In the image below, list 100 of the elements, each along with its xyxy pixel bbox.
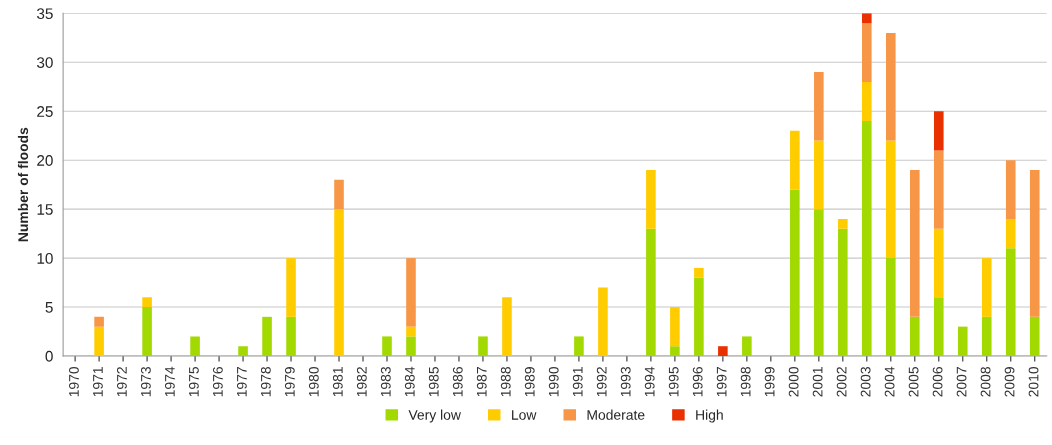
bar — [909, 316, 920, 356]
y-axis-title: Number of floods — [17, 127, 29, 242]
bar — [862, 121, 872, 356]
x-tick-label: 1974 — [164, 366, 175, 397]
x-tick-label: 1976 — [212, 367, 223, 397]
x-tick-label: 1998 — [740, 367, 751, 397]
bar — [142, 297, 152, 308]
bar — [406, 336, 416, 356]
x-tick-label: 1972 — [116, 367, 127, 397]
x-tick-label: 1979 — [284, 367, 295, 397]
legend-label: High — [696, 409, 723, 423]
bar — [981, 258, 992, 317]
x-tick-label: 2007 — [956, 367, 967, 397]
bar — [598, 287, 608, 356]
x-tick-label: 1997 — [716, 367, 727, 397]
bar — [478, 336, 488, 356]
x-tick-label: 1991 — [572, 367, 583, 397]
bar — [286, 258, 296, 317]
bar — [790, 130, 800, 190]
bar — [981, 316, 992, 356]
x-tick-label: 1993 — [620, 367, 631, 397]
bar — [790, 189, 800, 356]
x-tick-label: 1983 — [380, 367, 391, 397]
x-tick-label: 2000 — [788, 366, 799, 397]
bar — [502, 297, 512, 356]
y-tick-label: 20 — [37, 155, 53, 166]
bar — [670, 307, 680, 347]
bar — [262, 316, 272, 356]
y-tick-label: 5 — [45, 302, 53, 313]
x-tick-label: 1978 — [260, 367, 271, 397]
x-tick-label: 2009 — [1004, 367, 1015, 397]
y-tick-label: 10 — [37, 252, 53, 264]
bar — [1029, 169, 1040, 317]
bar — [718, 346, 728, 356]
bar — [862, 23, 872, 82]
bar — [646, 169, 656, 229]
x-tick-label: 1988 — [500, 367, 511, 397]
y-tick-label: 30 — [36, 57, 53, 68]
legend-label: Very low — [408, 409, 461, 423]
bar — [406, 326, 416, 337]
x-tick-label: 1986 — [452, 367, 463, 397]
x-tick-label: 1999 — [764, 367, 775, 397]
y-tick-label: 0 — [45, 350, 53, 362]
bar — [694, 267, 704, 278]
x-tick-label: 2006 — [932, 367, 943, 397]
x-tick-label: 1981 — [332, 367, 343, 397]
bar — [670, 346, 680, 356]
bar — [238, 346, 248, 356]
bar — [886, 140, 896, 259]
x-tick-label: 2004 — [884, 366, 895, 397]
bar — [1029, 316, 1040, 356]
bar — [838, 218, 848, 229]
bar — [933, 228, 944, 298]
x-tick-label: 1977 — [236, 367, 247, 397]
bar — [909, 169, 920, 317]
y-tick-label: 15 — [37, 204, 53, 215]
bar — [814, 140, 824, 210]
y-tick-label: 35 — [36, 8, 53, 20]
bar — [574, 336, 584, 356]
bar — [838, 228, 848, 356]
bar — [1005, 160, 1016, 219]
bar — [286, 316, 296, 356]
bar — [957, 326, 968, 356]
bar — [94, 316, 104, 327]
bar — [334, 179, 344, 210]
x-tick-label: 1971 — [93, 367, 103, 397]
bar — [94, 326, 104, 356]
bar — [742, 336, 752, 356]
bar — [933, 150, 944, 229]
bar — [694, 277, 704, 356]
bar — [886, 32, 896, 141]
x-tick-label: 1975 — [188, 367, 199, 397]
x-tick-label: 1970 — [69, 366, 79, 397]
bar — [933, 297, 944, 356]
bar — [1005, 248, 1016, 356]
bar — [142, 307, 152, 356]
bar — [862, 81, 872, 122]
x-tick-label: 1982 — [356, 367, 367, 397]
bar — [190, 336, 200, 356]
x-tick-label: 2005 — [908, 367, 919, 397]
bar — [886, 258, 896, 356]
x-tick-label: 1987 — [476, 367, 487, 397]
x-tick-label: 1994 — [644, 366, 655, 397]
x-tick-label: 2010 — [1028, 366, 1039, 397]
bar — [814, 72, 824, 141]
x-tick-label: 2002 — [836, 367, 847, 397]
y-tick-label: 25 — [37, 106, 53, 117]
bar — [862, 13, 872, 24]
legend-label: Moderate — [587, 409, 645, 420]
bar — [334, 209, 344, 356]
x-tick-label: 1973 — [140, 367, 151, 397]
x-tick-label: 1996 — [692, 367, 703, 397]
bar — [646, 228, 656, 356]
bar — [1005, 218, 1016, 249]
x-tick-label: 1985 — [428, 367, 439, 397]
bar — [814, 209, 824, 356]
x-tick-label: 1989 — [524, 367, 535, 397]
x-tick-label: 1992 — [596, 367, 607, 397]
bar — [382, 336, 392, 356]
x-tick-label: 1995 — [668, 367, 679, 397]
